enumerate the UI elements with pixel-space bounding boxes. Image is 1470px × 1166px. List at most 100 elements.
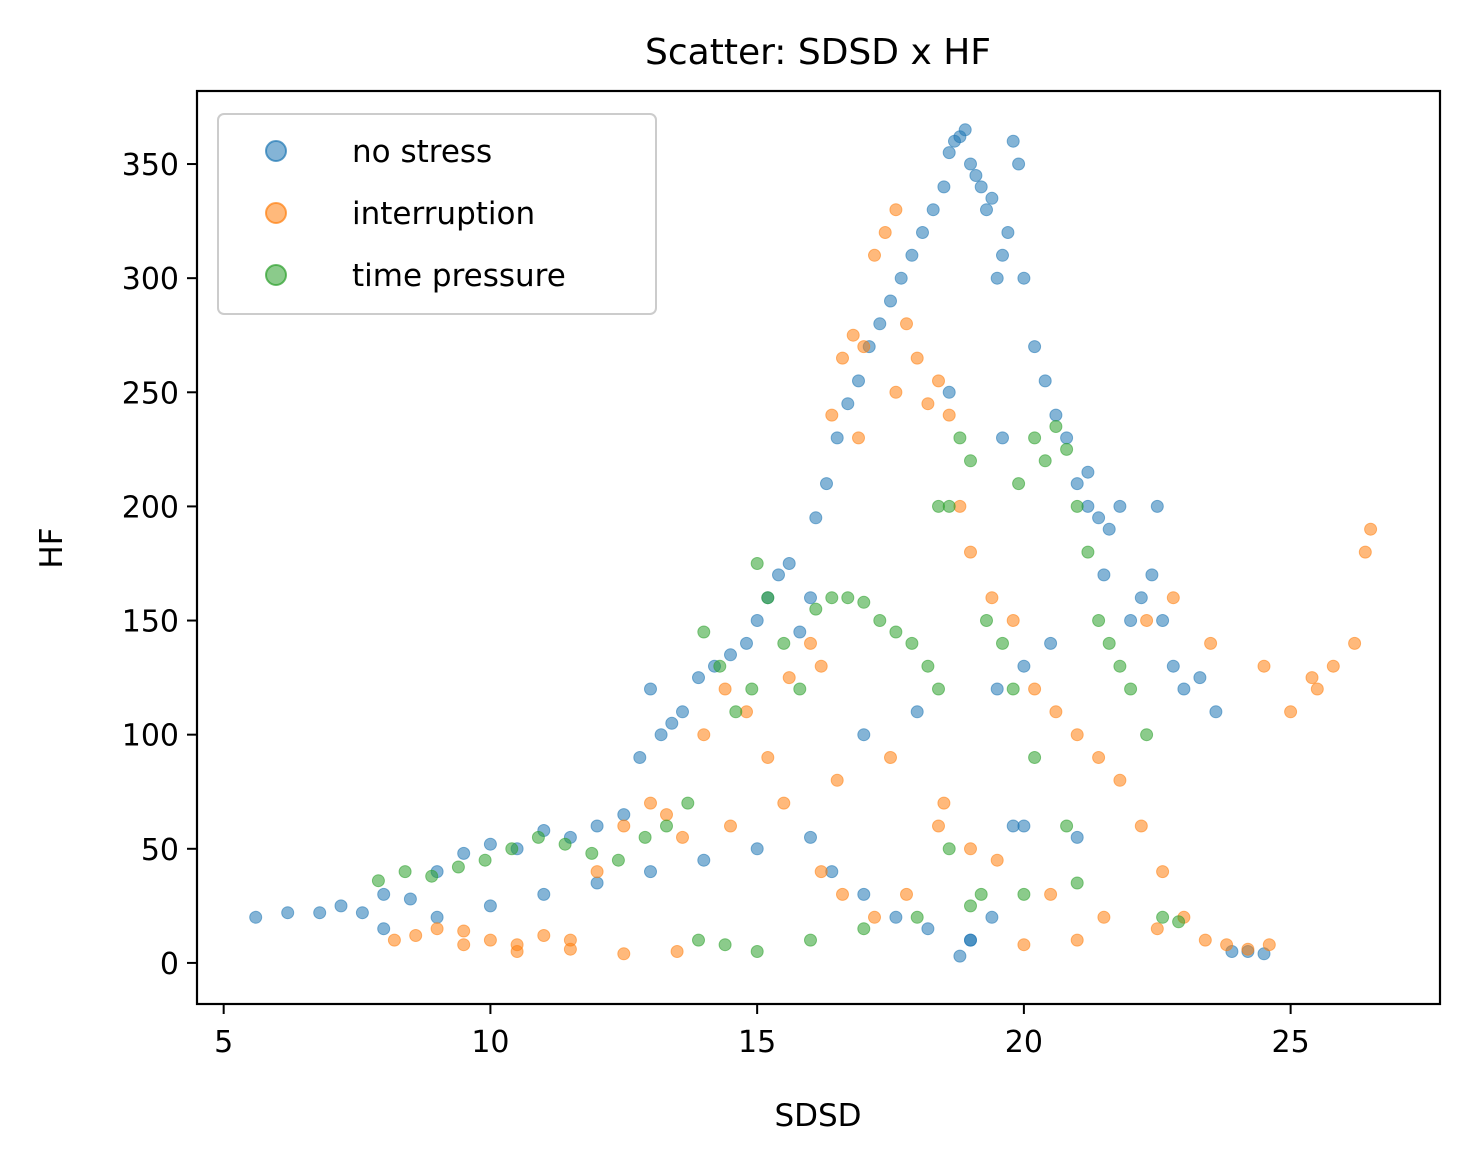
- point-no-stress: [996, 431, 1009, 445]
- point-no-stress: [921, 922, 935, 936]
- point-no-stress: [1145, 568, 1159, 582]
- point-interruption: [563, 942, 577, 956]
- point-interruption: [852, 431, 865, 445]
- point-no-stress: [964, 933, 977, 947]
- point-time-pressure: [905, 636, 919, 650]
- point-no-stress: [926, 203, 940, 217]
- point-no-stress: [804, 591, 817, 605]
- y-tick-label: 200: [122, 490, 179, 525]
- point-no-stress: [1044, 636, 1058, 650]
- point-no-stress: [793, 625, 807, 639]
- point-interruption: [1113, 773, 1127, 787]
- point-interruption: [836, 351, 849, 365]
- point-interruption: [697, 728, 711, 742]
- point-no-stress: [1038, 374, 1052, 388]
- point-no-stress: [1070, 477, 1084, 491]
- series-interruption: [387, 203, 1378, 961]
- point-interruption: [670, 945, 684, 958]
- point-interruption: [590, 865, 604, 879]
- point-interruption: [814, 865, 828, 879]
- point-interruption: [1241, 942, 1255, 956]
- point-interruption: [985, 591, 999, 605]
- point-interruption: [1140, 614, 1154, 627]
- legend-marker-interruption: [265, 202, 287, 224]
- point-time-pressure: [531, 830, 545, 844]
- point-interruption: [889, 385, 903, 399]
- point-no-stress: [1017, 271, 1031, 285]
- point-interruption: [483, 933, 497, 947]
- point-interruption: [884, 751, 897, 764]
- point-time-pressure: [873, 614, 887, 627]
- point-no-stress: [590, 819, 604, 833]
- point-no-stress: [804, 830, 817, 844]
- point-no-stress: [377, 922, 391, 936]
- point-no-stress: [249, 910, 263, 924]
- legend-label-interruption: interruption: [352, 196, 535, 232]
- point-time-pressure: [953, 431, 967, 445]
- point-no-stress: [942, 146, 956, 160]
- point-time-pressure: [761, 591, 775, 605]
- point-time-pressure: [777, 636, 791, 650]
- point-interruption: [718, 682, 732, 696]
- point-no-stress: [1177, 682, 1191, 696]
- point-interruption: [868, 248, 881, 262]
- y-tick-label: 100: [122, 719, 179, 754]
- point-interruption: [1364, 522, 1378, 536]
- point-interruption: [1220, 938, 1234, 952]
- point-time-pressure: [638, 830, 652, 844]
- point-interruption: [1326, 659, 1340, 673]
- x-axis-label: SDSD: [774, 1098, 861, 1134]
- point-interruption: [932, 374, 945, 388]
- point-interruption: [964, 842, 977, 856]
- point-time-pressure: [729, 705, 743, 719]
- point-interruption: [1257, 659, 1271, 673]
- point-no-stress: [1092, 511, 1106, 525]
- point-time-pressure: [980, 614, 993, 627]
- point-time-pressure: [505, 842, 519, 856]
- point-interruption: [942, 408, 956, 422]
- point-time-pressure: [398, 865, 412, 879]
- point-time-pressure: [1060, 819, 1074, 833]
- point-time-pressure: [697, 625, 711, 639]
- point-no-stress: [889, 910, 903, 924]
- point-interruption: [1134, 819, 1148, 833]
- point-interruption: [644, 796, 657, 810]
- point-interruption: [510, 945, 524, 958]
- point-interruption: [804, 636, 817, 650]
- point-no-stress: [772, 568, 785, 582]
- point-interruption: [1044, 887, 1058, 901]
- point-no-stress: [590, 876, 604, 890]
- point-no-stress: [964, 157, 977, 171]
- point-time-pressure: [1113, 659, 1127, 673]
- point-interruption: [777, 796, 791, 810]
- point-time-pressure: [841, 591, 855, 605]
- point-time-pressure: [1070, 876, 1084, 890]
- point-no-stress: [996, 248, 1009, 262]
- point-interruption: [387, 933, 401, 947]
- point-time-pressure: [750, 557, 764, 570]
- point-no-stress: [483, 899, 497, 913]
- point-time-pressure: [889, 625, 903, 639]
- y-axis: 0 50 100 150 200 250 300 350: [122, 148, 197, 982]
- point-interruption: [857, 340, 871, 354]
- point-no-stress: [1097, 568, 1111, 582]
- point-interruption: [814, 659, 828, 673]
- point-no-stress: [1081, 465, 1095, 479]
- point-interruption: [537, 929, 551, 942]
- point-no-stress: [1102, 522, 1116, 536]
- point-interruption: [1348, 636, 1362, 650]
- point-interruption: [825, 408, 839, 422]
- point-time-pressure: [1017, 887, 1031, 901]
- point-no-stress: [1028, 340, 1042, 354]
- point-time-pressure: [478, 853, 492, 867]
- point-interruption: [836, 887, 849, 901]
- legend-box: [217, 113, 657, 315]
- point-no-stress: [857, 887, 871, 901]
- point-interruption: [921, 397, 935, 411]
- point-interruption: [782, 671, 796, 685]
- point-time-pressure: [1124, 682, 1138, 696]
- point-no-stress: [1156, 614, 1170, 627]
- point-no-stress: [633, 751, 647, 764]
- point-no-stress: [665, 716, 679, 730]
- point-time-pressure: [825, 591, 839, 605]
